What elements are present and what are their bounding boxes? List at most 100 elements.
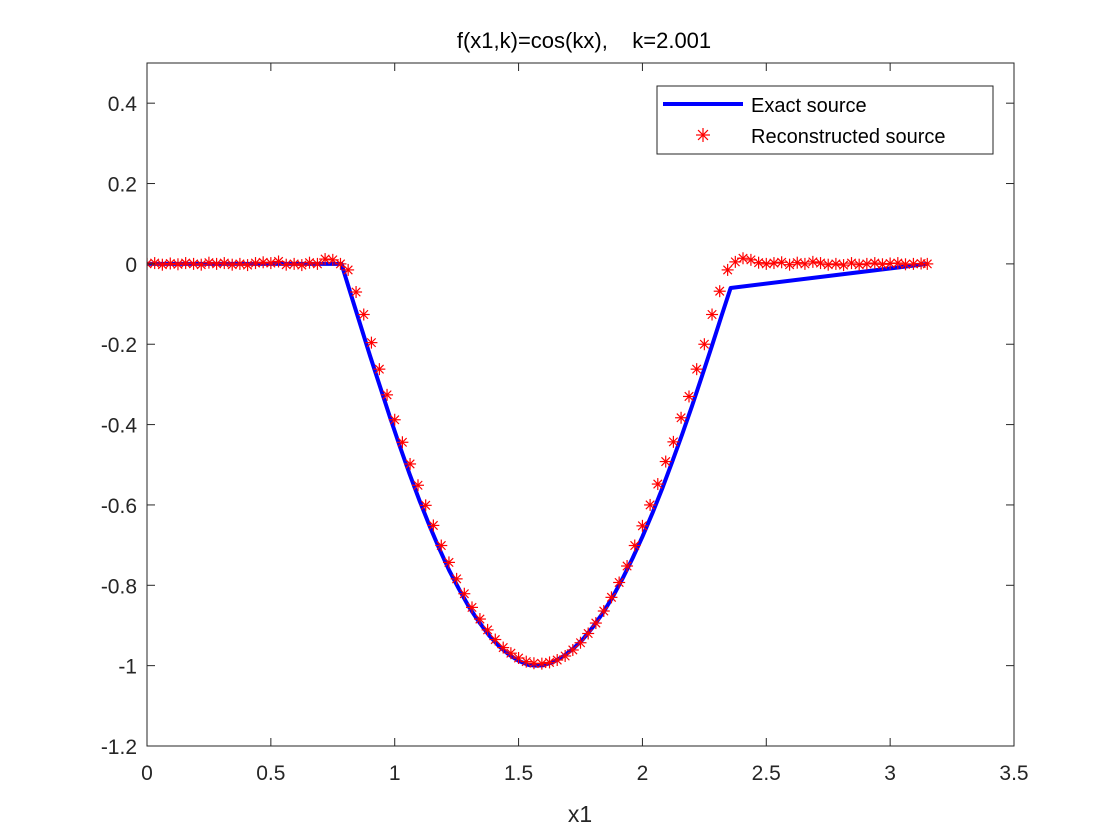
reconstructed-point	[675, 411, 688, 424]
reconstructed-point	[164, 257, 177, 270]
reconstructed-point	[644, 498, 657, 511]
reconstructed-point	[241, 259, 254, 272]
x-tick-label: 0	[141, 762, 153, 785]
reconstructed-point	[442, 556, 455, 569]
reconstructed-point	[798, 257, 811, 270]
reconstructed-point	[210, 257, 223, 270]
reconstructed-point	[202, 256, 215, 269]
x-axis: 0 0.5 1 1.5 2 2.5 3 3.5	[141, 63, 1029, 785]
axes-box	[146, 62, 1015, 747]
chart-title: f(x1,k)=cos(kx), k=2.001	[457, 28, 711, 53]
reconstructed-point	[636, 519, 649, 532]
reconstructed-point	[628, 539, 641, 552]
reconstructed-point	[156, 258, 169, 271]
reconstructed-point	[419, 499, 432, 512]
reconstructed-point	[589, 617, 602, 630]
y-axis: -1.2 -1 -0.8 -0.6 -0.4 -0.2 0 0.2 0.4	[101, 93, 1014, 759]
reconstructed-point	[326, 253, 339, 266]
reconstructed-point	[311, 257, 324, 270]
reconstructed-point	[543, 656, 556, 669]
reconstructed-point	[357, 308, 370, 321]
reconstructed-point	[264, 257, 277, 270]
reconstructed-point	[721, 263, 734, 276]
reconstructed-point	[690, 363, 703, 376]
x-tick-label: 3	[884, 762, 896, 785]
reconstructed-point	[171, 258, 184, 271]
reconstructed-point	[404, 457, 417, 470]
reconstructed-point	[373, 363, 386, 376]
reconstructed-point	[148, 257, 161, 270]
reconstructed-point	[775, 256, 788, 269]
reconstructed-point	[907, 257, 920, 270]
reconstructed-point	[574, 636, 587, 649]
y-tick-label: -0.2	[101, 334, 137, 357]
reconstructed-point	[489, 633, 502, 646]
reconstructed-point	[303, 256, 316, 269]
reconstructed-point	[860, 257, 873, 270]
data-layer	[147, 252, 934, 670]
reconstructed-point	[233, 257, 246, 270]
reconstructed-point	[396, 436, 409, 449]
x-axis-label: x1	[568, 801, 592, 827]
reconstructed-point	[179, 257, 192, 270]
reconstructed-point	[381, 388, 394, 401]
reconstructed-point	[729, 255, 742, 268]
reconstructed-point	[288, 257, 301, 270]
reconstructed-point	[481, 623, 494, 636]
reconstructed-point	[535, 657, 548, 670]
y-tick-label: 0.2	[108, 174, 137, 197]
reconstructed-point	[597, 605, 610, 618]
reconstructed-point	[497, 641, 510, 654]
reconstructed-point	[921, 257, 934, 270]
reconstructed-point	[350, 286, 363, 299]
reconstructed-point	[752, 256, 765, 269]
plot-area	[147, 63, 1014, 746]
reconstructed-point	[605, 591, 618, 604]
reconstructed-point	[682, 390, 695, 403]
reconstructed-point	[845, 257, 858, 270]
reconstructed-point	[891, 257, 904, 270]
reconstructed-point	[195, 258, 208, 271]
y-tick-label: 0.4	[108, 93, 138, 116]
legend: Exact source Reconstructed source	[656, 85, 994, 155]
axes-background	[147, 63, 1014, 746]
reconstructed-point	[582, 627, 595, 640]
reconstructed-point	[814, 257, 827, 270]
reconstructed-point	[760, 257, 773, 270]
reconstructed-point	[466, 601, 479, 614]
reconstructed-point	[559, 650, 572, 663]
y-tick-label: -1.2	[101, 736, 137, 759]
legend-label-exact: Exact source	[751, 95, 867, 117]
reconstructed-point	[473, 613, 486, 626]
reconstructed-point	[249, 257, 262, 270]
reconstructed-point	[613, 576, 626, 589]
reconstructed-point	[435, 539, 448, 552]
reconstructed-point	[450, 572, 463, 585]
y-tick-label: -1	[118, 656, 137, 679]
reconstructed-point	[829, 257, 842, 270]
reconstructed-point	[187, 257, 200, 270]
reconstructed-point	[853, 258, 866, 271]
x-tick-label: 3.5	[999, 762, 1028, 785]
reconstructed-point	[226, 258, 239, 271]
x-tick-label: 2	[637, 762, 649, 785]
reconstructed-point	[458, 587, 471, 600]
reconstructed-point	[566, 643, 579, 656]
x-tick-label: 1	[389, 762, 401, 785]
reconstructed-point	[342, 263, 355, 276]
reconstructed-point	[837, 259, 850, 272]
reconstructed-point	[388, 413, 401, 426]
y-tick-label: -0.6	[101, 495, 137, 518]
reconstructed-point	[280, 258, 293, 271]
reconstructed-point	[319, 253, 332, 266]
reconstructed-point	[737, 252, 750, 265]
reconstructed-point	[698, 338, 711, 351]
reconstructed-point	[334, 257, 347, 270]
reconstructed-point	[411, 479, 424, 492]
reconstructed-point	[651, 478, 664, 491]
legend-asterisk-icon	[696, 128, 710, 142]
reconstructed-point	[365, 336, 378, 349]
x-tick-label: 2.5	[752, 762, 781, 785]
reconstructed-point	[767, 257, 780, 270]
